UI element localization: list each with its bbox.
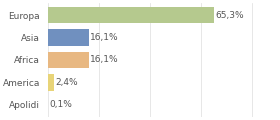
Text: 65,3%: 65,3% bbox=[216, 11, 244, 20]
Text: 2,4%: 2,4% bbox=[55, 78, 78, 87]
Bar bbox=[48, 30, 89, 46]
Bar bbox=[48, 74, 54, 90]
Text: 0,1%: 0,1% bbox=[50, 100, 73, 109]
Bar bbox=[48, 52, 89, 68]
Text: 16,1%: 16,1% bbox=[90, 33, 119, 42]
Text: 16,1%: 16,1% bbox=[90, 55, 119, 64]
Bar bbox=[48, 7, 214, 23]
